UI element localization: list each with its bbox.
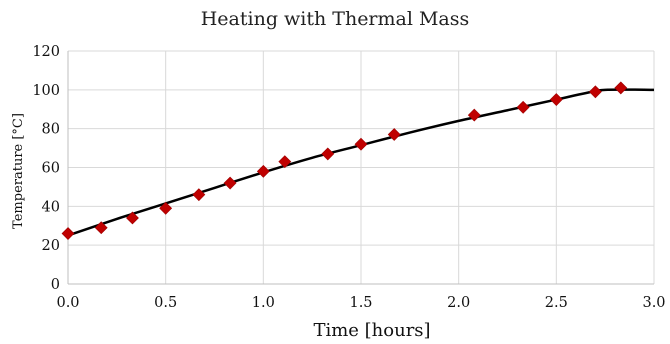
y-tick-label: 100	[32, 83, 60, 99]
x-tick-label: 3.0	[642, 295, 665, 311]
x-tick-label: 2.0	[447, 295, 470, 311]
axes	[67, 51, 654, 285]
fit-line	[67, 88, 655, 237]
x-tick-label: 1.5	[349, 295, 372, 311]
data-point-marker	[354, 137, 368, 151]
tick-labels: 0 20 40 60 80 100 120 0.0 0.5 1.0 1.5 2.0 2.5 3.0	[32, 44, 665, 311]
marker-layer	[61, 81, 628, 240]
x-tick-label: 0.0	[56, 295, 79, 311]
y-tick-label: 120	[32, 44, 60, 60]
y-axis-label: Temperature [°C]	[11, 113, 26, 229]
y-tick-label: 60	[42, 161, 60, 177]
x-tick-label: 1.0	[252, 295, 275, 311]
data-point-marker	[159, 201, 173, 215]
data-point-marker	[192, 188, 206, 202]
data-point-marker	[223, 176, 237, 190]
data-point-marker	[61, 227, 75, 240]
data-point-marker	[549, 93, 563, 106]
data-point-marker	[94, 221, 108, 235]
y-tick-label: 0	[51, 277, 60, 293]
y-tick-label: 20	[42, 238, 60, 254]
gridlines	[68, 50, 655, 284]
data-point-marker	[588, 85, 602, 99]
fit-line-layer	[67, 88, 655, 237]
data-point-marker	[256, 164, 270, 178]
data-point-marker	[387, 128, 401, 141]
y-tick-label: 40	[42, 199, 60, 215]
data-point-marker	[516, 100, 530, 114]
data-point-marker	[467, 108, 481, 122]
x-tick-label: 0.5	[154, 295, 177, 311]
x-axis-label: Time [hours]	[313, 320, 430, 341]
data-point-marker	[278, 155, 292, 169]
x-tick-label: 2.5	[545, 295, 568, 311]
chart-title: Heating with Thermal Mass	[201, 8, 470, 30]
y-tick-label: 80	[42, 122, 60, 138]
data-point-marker	[321, 147, 335, 161]
data-point-marker	[126, 211, 139, 225]
data-point-marker	[614, 81, 628, 95]
